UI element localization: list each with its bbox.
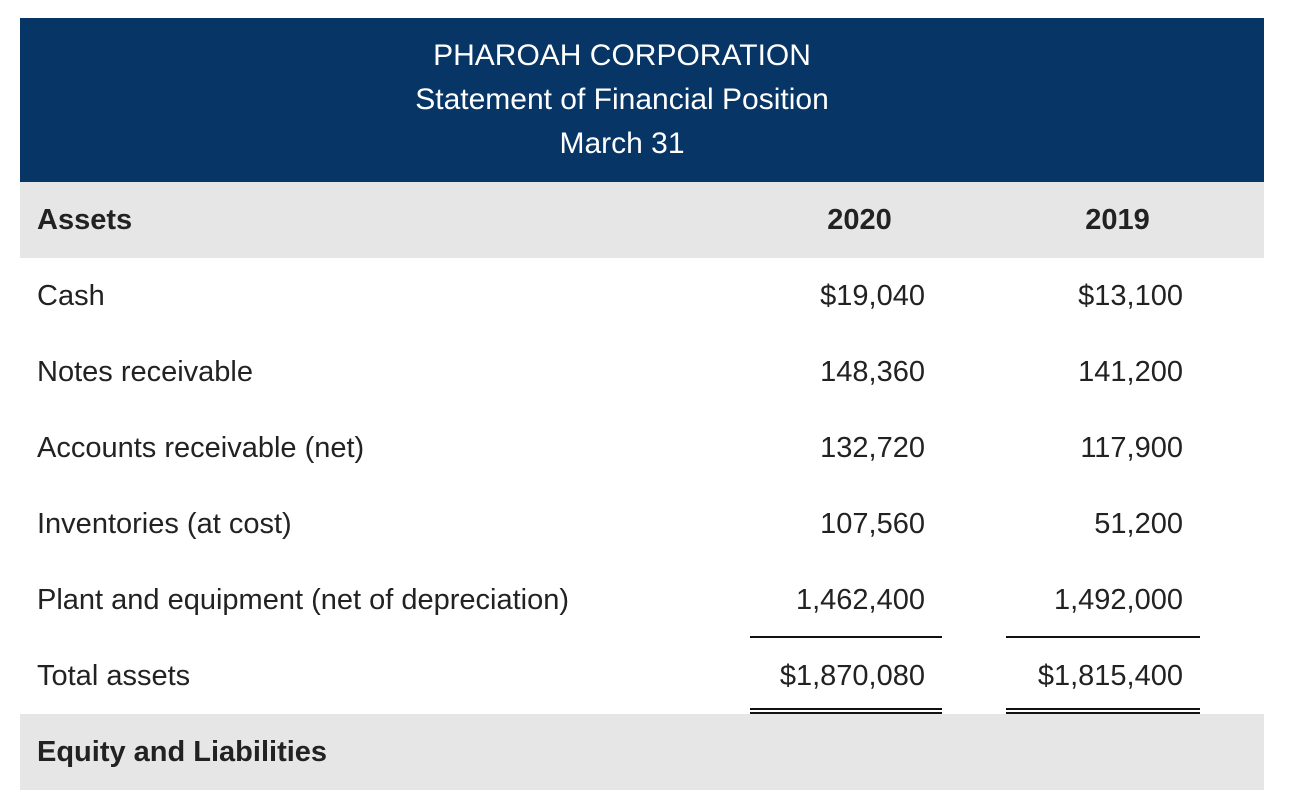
total-double-rule-2019 bbox=[1006, 708, 1200, 714]
value-2020: 132,720 bbox=[820, 432, 925, 464]
company-name: PHAROAH CORPORATION bbox=[433, 39, 811, 72]
table-row: Notes receivable 148,360 141,200 bbox=[20, 334, 1264, 410]
section-heading-equity-liabilities: Equity and Liabilities bbox=[37, 736, 328, 768]
table-row: Accounts receivable (net) 132,720 117,90… bbox=[20, 410, 1264, 486]
row-label: Notes receivable bbox=[37, 356, 253, 388]
total-double-rule-2020 bbox=[750, 708, 942, 714]
value-2019: $1,815,400 bbox=[1037, 660, 1183, 692]
equity-liabilities-header-row: Equity and Liabilities bbox=[20, 714, 1264, 790]
section-heading-assets: Assets bbox=[37, 204, 133, 236]
value-2019: $13,100 bbox=[1078, 280, 1183, 312]
assets-header-row: Assets 2020 2019 bbox=[20, 182, 1264, 258]
table-row: Plant and equipment (net of depreciation… bbox=[20, 562, 1264, 638]
value-2019: 141,200 bbox=[1078, 356, 1183, 388]
total-row: Total assets $1,870,080 $1,815,400 bbox=[20, 638, 1264, 714]
financial-statement: PHAROAH CORPORATION Statement of Financi… bbox=[20, 18, 1264, 790]
value-2020: 107,560 bbox=[820, 508, 925, 540]
row-label: Plant and equipment (net of depreciation… bbox=[37, 584, 570, 616]
row-label: Total assets bbox=[37, 660, 191, 692]
row-label: Inventories (at cost) bbox=[37, 508, 292, 540]
table-row: Cash $19,040 $13,100 bbox=[20, 258, 1264, 334]
value-2020: $1,870,080 bbox=[779, 660, 925, 692]
column-header-2020: 2020 bbox=[827, 204, 892, 236]
subtotal-rule-2020 bbox=[750, 636, 942, 638]
statement-title: Statement of Financial Position bbox=[415, 83, 829, 116]
statement-date: March 31 bbox=[559, 127, 685, 160]
statement-header: PHAROAH CORPORATION Statement of Financi… bbox=[20, 18, 1264, 182]
table-row: Inventories (at cost) 107,560 51,200 bbox=[20, 486, 1264, 562]
subtotal-rule-2019 bbox=[1006, 636, 1200, 638]
value-2019: 1,492,000 bbox=[1053, 584, 1183, 616]
column-header-2019: 2019 bbox=[1085, 204, 1150, 236]
value-2019: 117,900 bbox=[1080, 432, 1183, 464]
value-2020: 148,360 bbox=[820, 356, 925, 388]
value-2020: 1,462,400 bbox=[795, 584, 925, 616]
value-2020: $19,040 bbox=[820, 280, 925, 312]
value-2019: 51,200 bbox=[1094, 508, 1183, 540]
row-label: Cash bbox=[37, 280, 105, 312]
row-label: Accounts receivable (net) bbox=[37, 432, 365, 464]
